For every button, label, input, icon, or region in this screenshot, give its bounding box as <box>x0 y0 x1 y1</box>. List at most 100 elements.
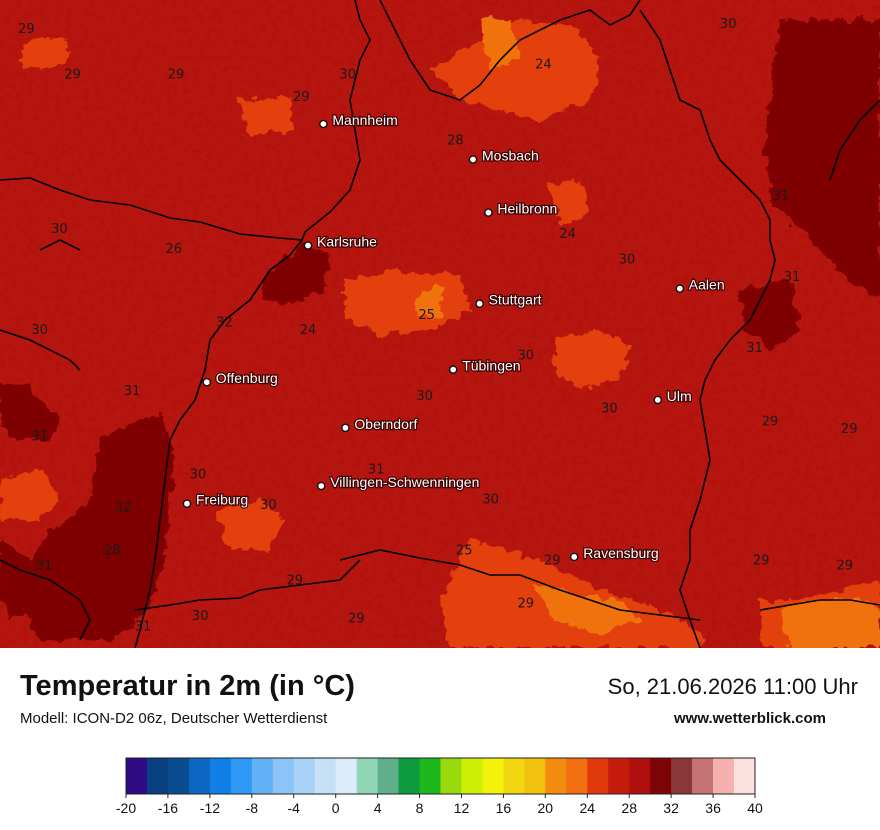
legend-tick-label: 16 <box>496 800 512 814</box>
legend-swatch <box>671 758 693 794</box>
city-dot <box>341 423 350 433</box>
warm-areas <box>0 20 880 640</box>
city-dot <box>202 377 212 387</box>
city-label: Oberndorf <box>354 416 417 432</box>
temperature-value: 29 <box>287 574 304 589</box>
legend-tick-label: 12 <box>454 800 470 814</box>
city-dot <box>468 155 478 164</box>
temperature-value: 31 <box>135 619 152 634</box>
city-marker: Freiburg <box>182 491 249 509</box>
city-dot <box>653 395 663 405</box>
legend-swatch <box>419 758 441 794</box>
color-legend: -20 -16 -12 -8 -4 0 4 8 12 16 20 24 28 32 36 40 <box>116 757 763 814</box>
temperature-value: 30 <box>31 323 48 338</box>
city-label: Heilbronn <box>497 201 557 217</box>
border-northeast <box>639 9 776 648</box>
city-marker: Aalen <box>675 275 726 294</box>
temperature-value: 28 <box>447 133 464 148</box>
temperature-map: 29 29 29 30 29 30 24 28 31 30 26 30 24 30 31 32 24 25 30 30… <box>0 0 880 648</box>
legend-tick-label: -4 <box>287 800 300 814</box>
temperature-value: 30 <box>51 222 68 237</box>
city-marker: Karlsruhe <box>303 232 378 251</box>
city-marker: Tübingen <box>448 356 522 375</box>
legend-swatch <box>293 758 315 794</box>
state-borders <box>0 0 880 648</box>
legend-swatch <box>335 758 357 794</box>
legend-tick-label: 0 <box>332 800 340 814</box>
legend-swatch <box>650 758 672 794</box>
temperature-value: 32 <box>216 316 233 331</box>
city-label: Stuttgart <box>489 292 542 308</box>
legend-tick-label: -20 <box>116 800 136 814</box>
legend-swatch <box>126 758 148 794</box>
legend-swatch <box>167 758 190 794</box>
temperature-value: 32 <box>115 500 132 515</box>
legend-tick-label: 28 <box>621 800 637 814</box>
legend-tick-label: 36 <box>705 800 721 814</box>
temperature-value: 30 <box>339 68 356 83</box>
city-dot <box>475 299 484 309</box>
city-label: Aalen <box>689 277 725 293</box>
legend-tick-label: 8 <box>416 800 424 814</box>
legend-swatch <box>608 758 630 794</box>
legend-swatch <box>713 758 735 794</box>
cities: Mannheim Mosbach Heilbronn Karlsruhe Aalen St… <box>182 111 726 562</box>
legend-swatch <box>482 758 504 794</box>
temperature-value: 29 <box>841 422 858 437</box>
temperature-values: 29 29 29 30 29 30 24 28 31 30 26 30 24 30 31 32 24 25 30 30… <box>18 17 858 634</box>
city-label: Mosbach <box>482 148 539 164</box>
temperature-value: 24 <box>559 227 576 242</box>
city-marker: Stuttgart <box>475 291 543 309</box>
city-marker: Villingen-Schwenningen <box>316 473 481 491</box>
temperature-value: 30 <box>601 402 618 417</box>
legend-swatch <box>356 758 378 794</box>
city-dot <box>569 552 579 562</box>
temperature-value: 30 <box>482 493 499 508</box>
legend-swatch <box>209 758 232 794</box>
legend-tick-label: -12 <box>200 800 220 814</box>
temperature-value: 25 <box>419 308 436 323</box>
city-marker: Heilbronn <box>484 199 559 218</box>
temperature-value: 31 <box>368 462 385 477</box>
legend-swatch <box>188 758 211 794</box>
legend-swatch <box>734 758 756 794</box>
legend-swatch <box>566 758 588 794</box>
legend-swatch <box>545 758 567 794</box>
legend-swatch <box>440 758 462 794</box>
city-label: Freiburg <box>196 492 248 508</box>
legend-swatch <box>461 758 483 794</box>
temperature-value: 30 <box>355 237 372 252</box>
legend-swatch <box>524 758 546 794</box>
temperature-value: 29 <box>544 554 561 569</box>
city-dot <box>675 284 685 293</box>
city-label: Tübingen <box>462 358 520 374</box>
border-rhine-south <box>134 239 303 648</box>
temperature-value: 29 <box>837 559 854 574</box>
temperature-value: 24 <box>300 323 317 338</box>
legend-tick-label: 20 <box>538 800 554 814</box>
legend-swatch <box>377 758 399 794</box>
cooler-areas <box>418 18 880 648</box>
city-marker: Mannheim <box>319 111 399 129</box>
city-marker: Mosbach <box>468 146 540 165</box>
city-dot <box>182 499 192 509</box>
legend-swatch <box>314 758 336 794</box>
temperature-value: 24 <box>535 57 552 72</box>
forecast-datetime: So, 21.06.2026 11:00 Uhr <box>607 674 858 699</box>
city-dot <box>316 481 326 491</box>
temperature-value: 31 <box>31 429 48 444</box>
legend-swatch <box>272 758 295 794</box>
border-rhine-west <box>0 0 371 241</box>
temperature-value: 31 <box>773 189 790 204</box>
border-southwest <box>0 559 91 641</box>
temperature-value: 31 <box>124 384 141 399</box>
website-link[interactable]: www.wetterblick.com <box>674 710 826 727</box>
border-east-bavaria <box>829 99 880 181</box>
legend-tick-label: 4 <box>374 800 382 814</box>
temperature-value: 31 <box>784 270 801 285</box>
legend-swatch <box>230 758 253 794</box>
legend-swatches <box>125 757 756 795</box>
map-title: Temperatur in 2m (in °C) <box>20 670 355 702</box>
temperature-value: 29 <box>348 612 365 627</box>
legend-frame <box>125 757 756 795</box>
